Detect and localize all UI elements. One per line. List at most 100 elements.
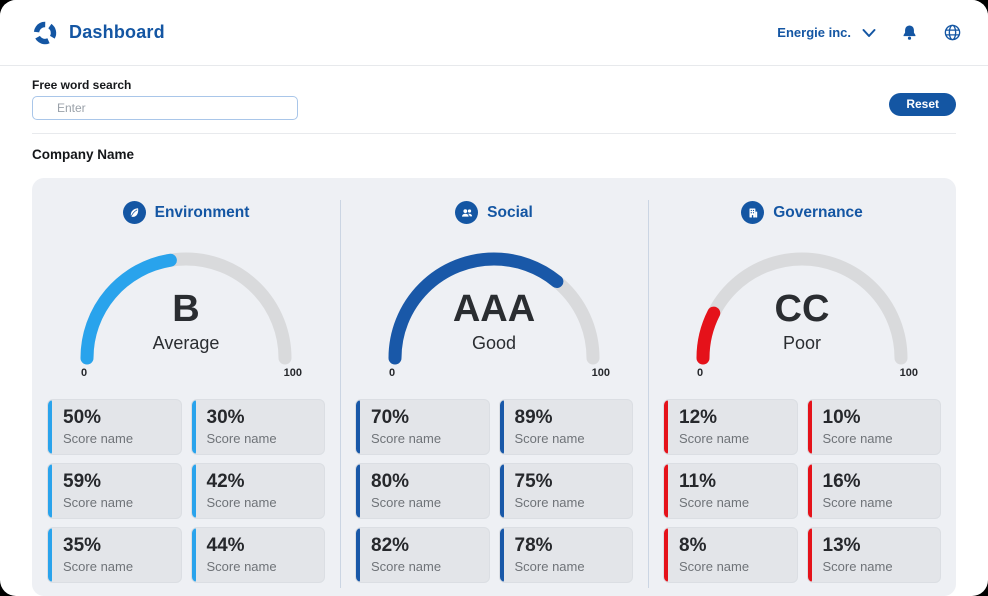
score-value: 75% <box>514 471 553 492</box>
score-card: 59% Score name <box>47 463 182 519</box>
reset-button[interactable]: Reset <box>889 92 956 116</box>
gauge-min-label: 0 <box>81 367 88 379</box>
score-card: 11% Score name <box>663 463 798 519</box>
esg-summary-card: Environment B Average 0 100 50% Score na… <box>32 178 956 596</box>
app-header: Dashboard Energie inc. <box>0 0 988 66</box>
brand-home-link[interactable]: Dashboard <box>32 20 165 46</box>
score-value: 50% <box>63 407 102 428</box>
governance-grade-descriptor: Poor <box>782 333 822 353</box>
score-value: 59% <box>63 471 102 492</box>
score-value: 42% <box>206 471 245 492</box>
governance-grade: CC <box>774 288 830 330</box>
score-name: Score name <box>63 495 134 510</box>
score-card: 35% Score name <box>47 527 182 583</box>
org-name: Energie inc. <box>777 25 851 40</box>
score-card: 82% Score name <box>355 527 490 583</box>
score-value: 16% <box>822 471 861 492</box>
score-name: Score name <box>822 431 893 446</box>
building-icon <box>741 201 765 224</box>
leaf-icon <box>122 201 146 224</box>
score-name: Score name <box>371 431 442 446</box>
score-value: 30% <box>206 407 245 428</box>
score-name: Score name <box>206 559 277 574</box>
score-card: 30% Score name <box>190 399 325 455</box>
score-value: 44% <box>206 535 245 556</box>
score-card: 13% Score name <box>806 527 941 583</box>
panel-environment-header: Environment <box>32 201 340 224</box>
gauge-max-label: 100 <box>283 367 302 379</box>
gauge-max-label: 100 <box>591 367 610 379</box>
score-value: 78% <box>514 535 553 556</box>
company-name-heading: Company Name <box>32 147 135 162</box>
globe-icon[interactable] <box>943 23 962 42</box>
panel-social-title: Social <box>487 203 533 221</box>
governance-gauge-arc <box>696 252 908 365</box>
score-card: 80% Score name <box>355 463 490 519</box>
score-card: 89% Score name <box>498 399 633 455</box>
app-logo-icon <box>32 20 58 46</box>
social-grade-descriptor: Good <box>471 333 517 353</box>
score-card: 12% Score name <box>663 399 798 455</box>
score-name: Score name <box>63 559 134 574</box>
score-value: 10% <box>822 407 861 428</box>
panel-social: Social AAA Good 0 100 70% Score name <box>340 178 648 596</box>
score-name: Score name <box>514 431 585 446</box>
social-grade: AAA <box>452 288 536 330</box>
score-name: Score name <box>206 495 277 510</box>
score-name: Score name <box>371 559 442 574</box>
score-card: 42% Score name <box>190 463 325 519</box>
environment-grade-descriptor: Average <box>152 333 220 353</box>
score-value: 12% <box>679 407 718 428</box>
header-actions: Energie inc. <box>777 23 962 43</box>
score-name: Score name <box>63 431 134 446</box>
score-card: 16% Score name <box>806 463 941 519</box>
social-gauge-arc <box>388 252 600 365</box>
environment-scores: 50% Score name 30% Score name 59% Score … <box>32 379 340 583</box>
panel-governance-title: Governance <box>773 203 863 221</box>
section-divider <box>32 133 956 134</box>
search-input[interactable] <box>32 96 298 120</box>
governance-gauge: CC Poor 0 100 <box>692 246 918 379</box>
score-name: Score name <box>514 559 585 574</box>
score-name: Score name <box>371 495 442 510</box>
bell-icon[interactable] <box>900 23 919 43</box>
score-card: 10% Score name <box>806 399 941 455</box>
score-card: 75% Score name <box>498 463 633 519</box>
score-card: 70% Score name <box>355 399 490 455</box>
score-name: Score name <box>514 495 585 510</box>
environment-grade: B <box>172 288 200 330</box>
score-card: 44% Score name <box>190 527 325 583</box>
score-card: 78% Score name <box>498 527 633 583</box>
page-title: Dashboard <box>69 22 165 42</box>
score-value: 70% <box>371 407 410 428</box>
score-value: 35% <box>63 535 102 556</box>
social-gauge: AAA Good 0 100 <box>384 246 610 379</box>
score-value: 11% <box>679 471 716 492</box>
score-card: 50% Score name <box>47 399 182 455</box>
score-name: Score name <box>822 495 893 510</box>
panel-environment-title: Environment <box>154 203 250 221</box>
score-card: 8% Score name <box>663 527 798 583</box>
score-value: 82% <box>371 535 410 556</box>
social-scores: 70% Score name 89% Score name 80% Score … <box>340 379 648 583</box>
panel-environment: Environment B Average 0 100 50% Score na… <box>32 178 340 596</box>
score-value: 89% <box>514 407 553 428</box>
org-switcher[interactable]: Energie inc. <box>777 25 876 40</box>
score-value: 80% <box>371 471 410 492</box>
people-icon <box>455 201 479 224</box>
score-value: 13% <box>822 535 861 556</box>
score-name: Score name <box>206 431 277 446</box>
panel-social-header: Social <box>340 201 648 224</box>
chevron-down-icon <box>862 28 876 38</box>
gauge-max-label: 100 <box>899 367 918 379</box>
search-label: Free word search <box>32 78 132 92</box>
score-name: Score name <box>822 559 893 574</box>
gauge-min-label: 0 <box>389 367 396 379</box>
score-value: 8% <box>679 535 707 556</box>
search-section: Free word search Reset <box>0 66 988 134</box>
panel-governance-header: Governance <box>648 201 956 224</box>
environment-gauge: B Average 0 100 <box>76 246 302 379</box>
score-name: Score name <box>679 559 750 574</box>
panel-governance: Governance CC Poor 0 100 12% Score name <box>648 178 956 596</box>
